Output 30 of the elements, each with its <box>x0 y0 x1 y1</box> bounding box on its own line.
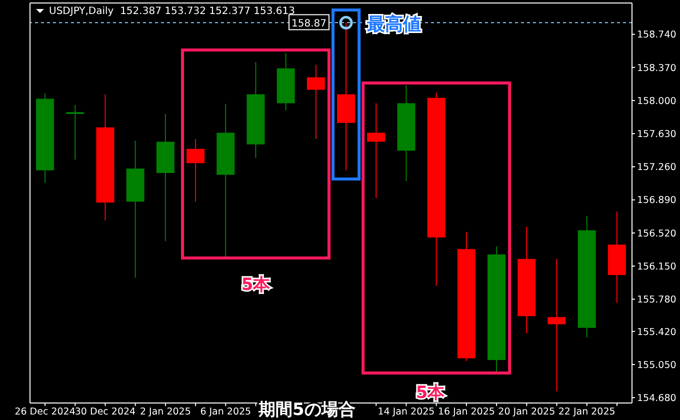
x-tick-label: 16 Jan 2025 <box>438 406 495 418</box>
y-tick-label: 155.780 <box>637 294 676 306</box>
candlestick <box>306 64 325 140</box>
y-tick-label: 157.630 <box>637 129 676 140</box>
y-tick-label: 155.420 <box>637 326 676 338</box>
annotation: 5本 <box>241 275 272 295</box>
x-tick-label: 14 Jan 2025 <box>378 406 435 418</box>
candlestick <box>548 258 566 392</box>
candlestick <box>186 138 205 202</box>
y-tick-label: 155.050 <box>637 360 676 371</box>
candlestick <box>367 102 386 199</box>
y-tick-label: 156.150 <box>637 261 676 272</box>
x-tick-label: 2 Jan 2025 <box>140 406 191 418</box>
annotation: 最高値 <box>366 14 422 35</box>
chart-title: USDJPY,Daily 152.387 153.732 152.377 153.613 <box>49 6 296 17</box>
y-tick-label: 154.680 <box>637 393 676 404</box>
annotation: 158.87 <box>292 18 326 30</box>
y-tick-label: 158.000 <box>637 96 676 107</box>
x-tick-label: 6 Jan 2025 <box>200 406 252 418</box>
y-tick-label: 158.740 <box>637 30 676 41</box>
x-tick-label: 30 Dec 2024 <box>74 406 136 418</box>
candlestick <box>66 104 84 160</box>
x-tick-label: 20 Jan 2025 <box>498 406 556 418</box>
y-tick-label: 156.520 <box>637 228 676 240</box>
x-tick-label: 26 Dec 2024 <box>14 406 76 418</box>
y-tick-label: 156.890 <box>637 195 676 206</box>
annotation: 5本 <box>416 383 446 403</box>
y-tick-label: 157.260 <box>637 162 676 174</box>
x-tick-label: 22 Jan 2025 <box>558 406 616 418</box>
y-tick-label: 158.370 <box>637 62 676 74</box>
